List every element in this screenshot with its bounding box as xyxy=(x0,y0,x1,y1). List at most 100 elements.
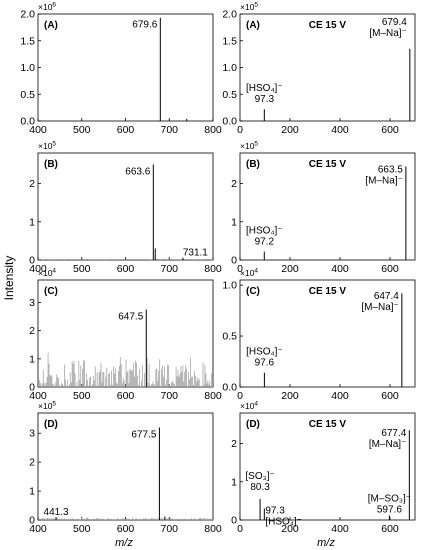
panel-label: (C) xyxy=(44,286,58,297)
x-tick-label: 400 xyxy=(331,124,349,136)
condition-label: CE 15 V xyxy=(309,419,347,430)
spectrum-panel: 0 200 400 600 0.0 0.5 1.0 1.5 2.0×105 (A) CE 15 V 6… xyxy=(222,2,416,136)
scale-exponent: 5 xyxy=(254,141,258,148)
y-tick-label: 0.0 xyxy=(20,116,35,128)
x-tick-label: 700 xyxy=(160,263,178,275)
y-tick-label: 1.5 xyxy=(20,35,35,47)
x-tick-label: 700 xyxy=(160,390,178,402)
peak-annotation: 663.5 xyxy=(378,164,403,175)
y-tick-label: 0 xyxy=(29,515,35,527)
x-tick-label: 400 xyxy=(29,523,47,535)
y-tick-label: 1.0 xyxy=(222,280,237,292)
peak-annotation: [HSO₄]⁻ xyxy=(246,83,283,94)
spectrum-panel: 400 500 600 700 800 0 1 2 3 ×104 (C) 647.5 xyxy=(29,268,222,403)
x-tick-label: 800 xyxy=(204,523,222,535)
y-tick-label: 3 xyxy=(29,428,35,440)
scale-multiplier: ×104 xyxy=(240,401,258,412)
x-tick-label: 200 xyxy=(281,124,299,136)
peak-annotation: 731.1 xyxy=(183,248,208,259)
y-tick-label: 2.0 xyxy=(20,9,35,21)
peak-annotation: 679.6 xyxy=(132,20,157,31)
y-tick-label: 0.0 xyxy=(222,116,237,128)
panel-label: (D) xyxy=(246,419,260,430)
scale-exponent: 5 xyxy=(52,401,56,408)
spectrum-panel: 0 200 400 600 0.0 0.5 1.0×104 (C) CE 15 V 647.4[M… xyxy=(222,268,416,402)
y-tick-label: 0.5 xyxy=(222,331,237,343)
x-tick-label: 600 xyxy=(117,124,135,136)
x-tick-label: 600 xyxy=(117,263,135,275)
y-tick-label: 1.0 xyxy=(20,62,35,74)
x-tick-label: 700 xyxy=(160,124,178,136)
x-tick-label: 400 xyxy=(331,523,349,535)
x-tick-label: 200 xyxy=(281,390,299,402)
x-axis-title-left: m/z xyxy=(115,537,133,549)
spectrum-panel: 400 500 600 700 800 0.0 0.5 1.0 1.5 2.0×106 (A) 679… xyxy=(20,2,222,137)
x-tick-label: 600 xyxy=(117,390,135,402)
peak-annotation: 647.4 xyxy=(374,291,399,302)
y-tick-label: 0.5 xyxy=(222,89,237,101)
panel-label: (B) xyxy=(44,159,58,170)
y-tick-label: 1 xyxy=(29,353,35,365)
peak-annotation: [M–SO₃]⁻ xyxy=(368,493,411,504)
peak-annotation: [HSO₄]⁻ xyxy=(265,517,302,528)
scale-exponent: 6 xyxy=(52,2,56,9)
scale-multiplier: ×105 xyxy=(240,2,258,13)
scale-multiplier: ×104 xyxy=(240,268,258,279)
y-tick-label: 2 xyxy=(231,438,237,450)
scale-multiplier: ×105 xyxy=(240,141,258,152)
peak-annotation: [M–Na]⁻ xyxy=(365,175,403,186)
peak-annotation: 663.6 xyxy=(125,166,150,177)
scale-exponent: 5 xyxy=(254,2,258,9)
peak-annotation: 80.3 xyxy=(250,482,270,493)
y-tick-label: 0.5 xyxy=(20,89,35,101)
y-tick-label: 2 xyxy=(29,457,35,469)
x-tick-label: 400 xyxy=(29,124,47,136)
x-tick-label: 600 xyxy=(381,523,399,535)
peak-annotation: [M–Na]⁻ xyxy=(361,302,399,313)
spectrum-panel: 0 200 400 600 0 1 2 ×104 (D) CE 15 V 677.4[M–Na]⁻ [… xyxy=(231,401,416,535)
y-tick-label: 0 xyxy=(231,255,237,267)
peak-annotation: 647.5 xyxy=(118,312,143,323)
peak-annotation: 441.3 xyxy=(44,507,69,518)
panel-label: (D) xyxy=(44,419,58,430)
y-tick-label: 1 xyxy=(29,486,35,498)
y-tick-label: 0 xyxy=(29,255,35,267)
x-tick-label: 0 xyxy=(237,124,243,136)
y-tick-label: 0 xyxy=(231,515,237,527)
x-tick-label: 400 xyxy=(331,390,349,402)
peak-annotation: [M–Na]⁻ xyxy=(369,28,407,39)
scale-multiplier: ×106 xyxy=(38,2,56,13)
scale-exponent: 4 xyxy=(52,268,56,275)
x-tick-label: 200 xyxy=(281,263,299,275)
peak-annotation: 97.2 xyxy=(255,237,275,248)
peak-annotation: [SO₃]⁻ xyxy=(245,471,274,482)
peak-annotation: [M–Na]⁻ xyxy=(369,439,407,450)
x-tick-label: 400 xyxy=(29,390,47,402)
peak-annotation: 679.4 xyxy=(382,17,407,28)
x-tick-label: 600 xyxy=(381,124,399,136)
noise-sticks xyxy=(38,258,213,260)
y-tick-label: 3 xyxy=(29,297,35,309)
peak-annotation: 97.6 xyxy=(255,358,275,369)
y-tick-label: 1 xyxy=(231,476,237,488)
peak-annotation: [HSO₄]⁻ xyxy=(246,347,283,358)
noise-sticks xyxy=(38,352,213,387)
condition-label: CE 15 V xyxy=(309,286,347,297)
peak-annotation: 597.6 xyxy=(377,504,402,515)
x-tick-label: 600 xyxy=(381,390,399,402)
peak-annotation: 97.3 xyxy=(255,94,275,105)
x-tick-label: 600 xyxy=(117,523,135,535)
y-tick-label: 0 xyxy=(29,382,35,394)
x-tick-label: 0 xyxy=(237,390,243,402)
x-tick-label: 400 xyxy=(29,263,47,275)
x-tick-label: 500 xyxy=(73,390,91,402)
scale-exponent: 4 xyxy=(254,401,258,408)
scale-multiplier: ×105 xyxy=(38,401,56,412)
y-tick-label: 2.0 xyxy=(222,9,237,21)
x-tick-label: 800 xyxy=(204,263,222,275)
y-tick-label: 1.0 xyxy=(222,62,237,74)
spectrum-panel: 0 200 400 600 0 1 2 ×105 (B) CE 15 V 663.5[M–Na]⁻ [… xyxy=(231,141,416,275)
scale-multiplier: ×104 xyxy=(38,268,56,279)
x-tick-label: 200 xyxy=(281,523,299,535)
